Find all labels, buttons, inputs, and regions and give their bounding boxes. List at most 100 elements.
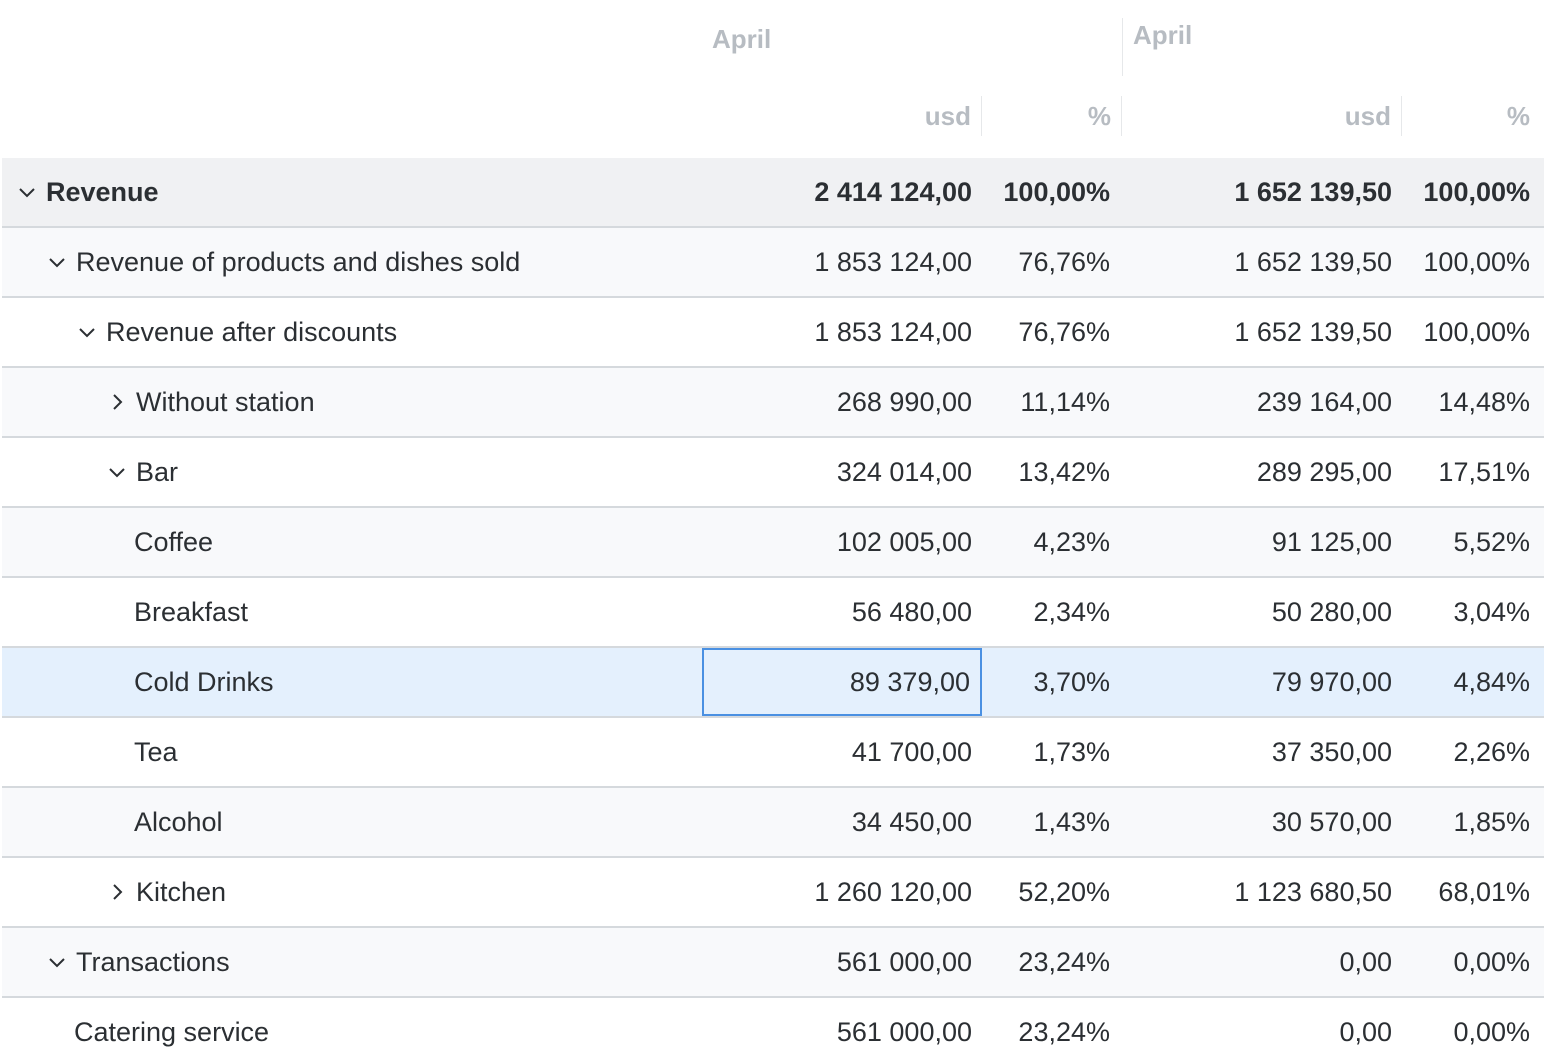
table-row[interactable]: Without station 268 990,00 11,14% 239 164,0… (2, 368, 1544, 438)
row-label: Catering service (74, 1016, 270, 1047)
chevron-right-icon[interactable] (106, 881, 128, 903)
value-usd-period-1-cell[interactable]: 89 379,00 (702, 648, 982, 716)
value-percent-period-1-cell[interactable]: 4,23% (1033, 526, 1110, 557)
row-label-cell: Bar (106, 438, 178, 506)
chevron-right-icon[interactable] (106, 391, 128, 413)
value-percent-period-2-cell[interactable]: 2,26% (1453, 736, 1530, 767)
table-row[interactable]: Tea 41 700,00 1,73% 37 350,00 2,26% (2, 718, 1544, 788)
value-percent-period-2-cell[interactable]: 5,52% (1453, 526, 1530, 557)
table-row[interactable]: Revenue 2 414 124,00 100,00% 1 652 139,50 10… (2, 158, 1544, 228)
value-usd-period-1-cell[interactable]: 561 000,00 (836, 946, 972, 977)
table-body: Revenue 2 414 124,00 100,00% 1 652 139,50 10… (2, 158, 1544, 1064)
value-usd-period-2-cell[interactable]: 37 350,00 (1271, 736, 1392, 767)
value-percent-period-2-cell[interactable]: 17,51% (1438, 456, 1530, 487)
row-label-cell: Without station (106, 368, 315, 436)
value-percent-period-1-cell[interactable]: 23,24% (1018, 946, 1110, 977)
value-percent-period-1-cell[interactable]: 1,43% (1033, 806, 1110, 837)
period-header-1: April (712, 23, 772, 54)
table-row[interactable]: Transactions 561 000,00 23,24% 0,00 0,00% (2, 928, 1544, 998)
value-usd-period-2-cell[interactable]: 1 652 139,50 (1234, 176, 1392, 207)
value-usd-period-1-cell[interactable]: 324 014,00 (836, 456, 972, 487)
period-header-2: April (1122, 18, 1542, 76)
value-usd-period-1-cell[interactable]: 1 260 120,00 (814, 876, 972, 907)
row-label-cell: Revenue (16, 158, 159, 226)
row-label: Cold Drinks (134, 666, 274, 697)
value-usd-period-2-cell[interactable]: 79 970,00 (1271, 666, 1392, 697)
value-usd-period-2-cell[interactable]: 91 125,00 (1271, 526, 1392, 557)
chevron-down-icon[interactable] (16, 181, 38, 203)
value-usd-period-1-cell[interactable]: 1 853 124,00 (814, 246, 972, 277)
value-percent-period-2-cell[interactable]: 14,48% (1438, 386, 1530, 417)
value-percent-period-1-cell[interactable]: 3,70% (1033, 666, 1110, 697)
value-usd-period-1-cell[interactable]: 34 450,00 (851, 806, 972, 837)
unit-header-usd-2: usd (1122, 96, 1402, 136)
value-percent-period-1-cell[interactable]: 76,76% (1018, 246, 1110, 277)
row-label: Revenue of products and dishes sold (76, 246, 521, 277)
table-row[interactable]: Revenue after discounts 1 853 124,00 76,76… (2, 298, 1544, 368)
row-label: Revenue (46, 176, 159, 207)
row-label: Breakfast (134, 596, 249, 627)
value-percent-period-1-cell[interactable]: 2,34% (1033, 596, 1110, 627)
value-usd-period-1-cell[interactable]: 102 005,00 (836, 526, 972, 557)
value-percent-period-2-cell[interactable]: 0,00% (1453, 946, 1530, 977)
value-percent-period-2-cell[interactable]: 68,01% (1438, 876, 1530, 907)
value-percent-period-2-cell[interactable]: 4,84% (1453, 666, 1530, 697)
value-percent-period-1-cell[interactable]: 13,42% (1018, 456, 1110, 487)
row-label-cell: Catering service (74, 998, 269, 1064)
chevron-down-icon[interactable] (106, 461, 128, 483)
table-row[interactable]: Revenue of products and dishes sold 1 853… (2, 228, 1544, 298)
table-row[interactable]: Cold Drinks 89 379,00 3,70% 79 970,00 4,84% (2, 648, 1544, 718)
unit-header-row: usd % usd % (0, 96, 1544, 140)
value-usd-period-2-cell[interactable]: 0,00 (1339, 1016, 1392, 1047)
value-usd-period-2-cell[interactable]: 1 652 139,50 (1234, 246, 1392, 277)
unit-header-percent-2: % (1506, 100, 1530, 131)
row-label-cell: Coffee (134, 508, 213, 576)
row-label: Without station (136, 386, 315, 417)
value-percent-period-2-cell[interactable]: 100,00% (1423, 176, 1530, 207)
value-percent-period-2-cell[interactable]: 1,85% (1453, 806, 1530, 837)
value-percent-period-2-cell[interactable]: 3,04% (1453, 596, 1530, 627)
value-usd-period-2-cell[interactable]: 30 570,00 (1271, 806, 1392, 837)
chevron-down-icon[interactable] (46, 251, 68, 273)
value-usd-period-2-cell[interactable]: 1 652 139,50 (1234, 316, 1392, 347)
table-row[interactable]: Coffee 102 005,00 4,23% 91 125,00 5,52% (2, 508, 1544, 578)
row-label: Revenue after discounts (106, 316, 398, 347)
value-percent-period-1-cell[interactable]: 23,24% (1018, 1016, 1110, 1047)
row-label-cell: Kitchen (106, 858, 226, 926)
table-row[interactable]: Alcohol 34 450,00 1,43% 30 570,00 1,85% (2, 788, 1544, 858)
value-usd-period-1-cell[interactable]: 41 700,00 (851, 736, 972, 767)
row-label-cell: Breakfast (134, 578, 248, 646)
value-usd-period-2-cell[interactable]: 289 295,00 (1256, 456, 1392, 487)
table-row[interactable]: Kitchen 1 260 120,00 52,20% 1 123 680,50 68,… (2, 858, 1544, 928)
value-usd-period-1-cell[interactable]: 561 000,00 (836, 1016, 972, 1047)
chevron-down-icon[interactable] (46, 951, 68, 973)
value-percent-period-1-cell[interactable]: 76,76% (1018, 316, 1110, 347)
value-percent-period-1-cell[interactable]: 52,20% (1018, 876, 1110, 907)
row-label: Tea (134, 736, 178, 767)
row-label-cell: Transactions (46, 928, 230, 996)
value-percent-period-2-cell[interactable]: 0,00% (1453, 1016, 1530, 1047)
value-percent-period-1-cell[interactable]: 1,73% (1033, 736, 1110, 767)
value-percent-period-1-cell[interactable]: 11,14% (1020, 386, 1110, 417)
table-row[interactable]: Breakfast 56 480,00 2,34% 50 280,00 3,04% (2, 578, 1544, 648)
value-usd-period-1-cell[interactable]: 2 414 124,00 (814, 176, 972, 207)
value-usd-period-1-cell[interactable]: 56 480,00 (851, 596, 972, 627)
value-percent-period-2-cell[interactable]: 100,00% (1423, 316, 1530, 347)
value-usd-period-2-cell[interactable]: 0,00 (1339, 946, 1392, 977)
value-percent-period-1-cell[interactable]: 100,00% (1003, 176, 1110, 207)
unit-header-usd-1: usd (702, 96, 982, 136)
row-label: Kitchen (136, 876, 227, 907)
value-usd-period-2-cell[interactable]: 1 123 680,50 (1234, 876, 1392, 907)
value-usd-period-2-cell[interactable]: 239 164,00 (1256, 386, 1392, 417)
row-label: Bar (136, 456, 179, 487)
value-usd-period-1-cell[interactable]: 268 990,00 (836, 386, 972, 417)
table-row[interactable]: Catering service 561 000,00 23,24% 0,00 0,00… (2, 998, 1544, 1064)
chevron-down-icon[interactable] (76, 321, 98, 343)
row-label: Coffee (134, 526, 214, 557)
value-percent-period-2-cell[interactable]: 100,00% (1423, 246, 1530, 277)
row-label-cell: Tea (134, 718, 178, 786)
value-usd-period-2-cell[interactable]: 50 280,00 (1271, 596, 1392, 627)
table-row[interactable]: Bar 324 014,00 13,42% 289 295,00 17,51% (2, 438, 1544, 508)
value-usd-period-1-cell[interactable]: 1 853 124,00 (814, 316, 972, 347)
